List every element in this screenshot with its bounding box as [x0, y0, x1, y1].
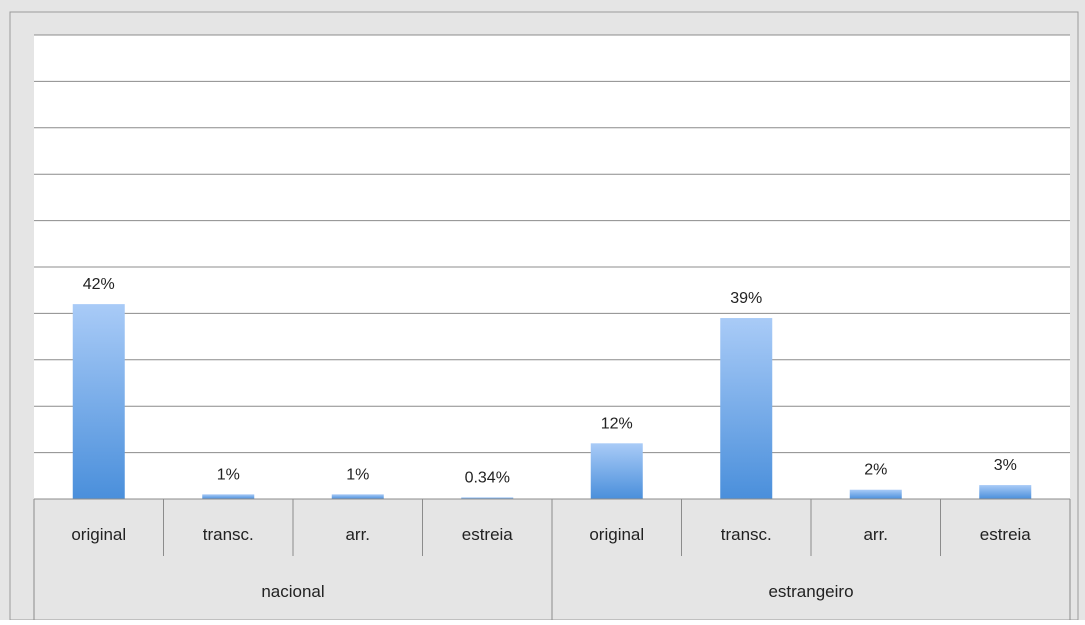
category-label: transc.: [721, 525, 772, 544]
data-label: 42%: [83, 276, 115, 293]
data-label: 39%: [730, 290, 762, 307]
group-label: nacional: [261, 582, 324, 601]
bar: [202, 494, 255, 499]
category-label: estreia: [980, 525, 1032, 544]
data-label: 1%: [346, 466, 369, 483]
bar: [590, 443, 643, 499]
category-label: transc.: [203, 525, 254, 544]
data-label: 0.34%: [465, 469, 510, 486]
category-label: estreia: [462, 525, 514, 544]
category-label: arr.: [863, 525, 888, 544]
data-label: 2%: [864, 462, 887, 479]
bar: [461, 497, 514, 499]
bar: [331, 494, 384, 499]
category-label: original: [589, 525, 644, 544]
data-label: 3%: [994, 457, 1017, 474]
bar: [720, 318, 773, 499]
category-label: arr.: [345, 525, 370, 544]
bar: [849, 489, 902, 499]
bar: [72, 304, 125, 499]
data-label: 12%: [601, 415, 633, 432]
bars: [72, 304, 1032, 499]
data-label: 1%: [217, 466, 240, 483]
bar: [979, 485, 1032, 499]
data-labels: 42% 1% 1% 0.34% 12% 39% 2% 3%: [83, 276, 1017, 486]
group-label: estrangeiro: [768, 582, 853, 601]
x-axis-table: original transc. arr. estreia original transc…: [33, 498, 1071, 620]
category-label: original: [71, 525, 126, 544]
